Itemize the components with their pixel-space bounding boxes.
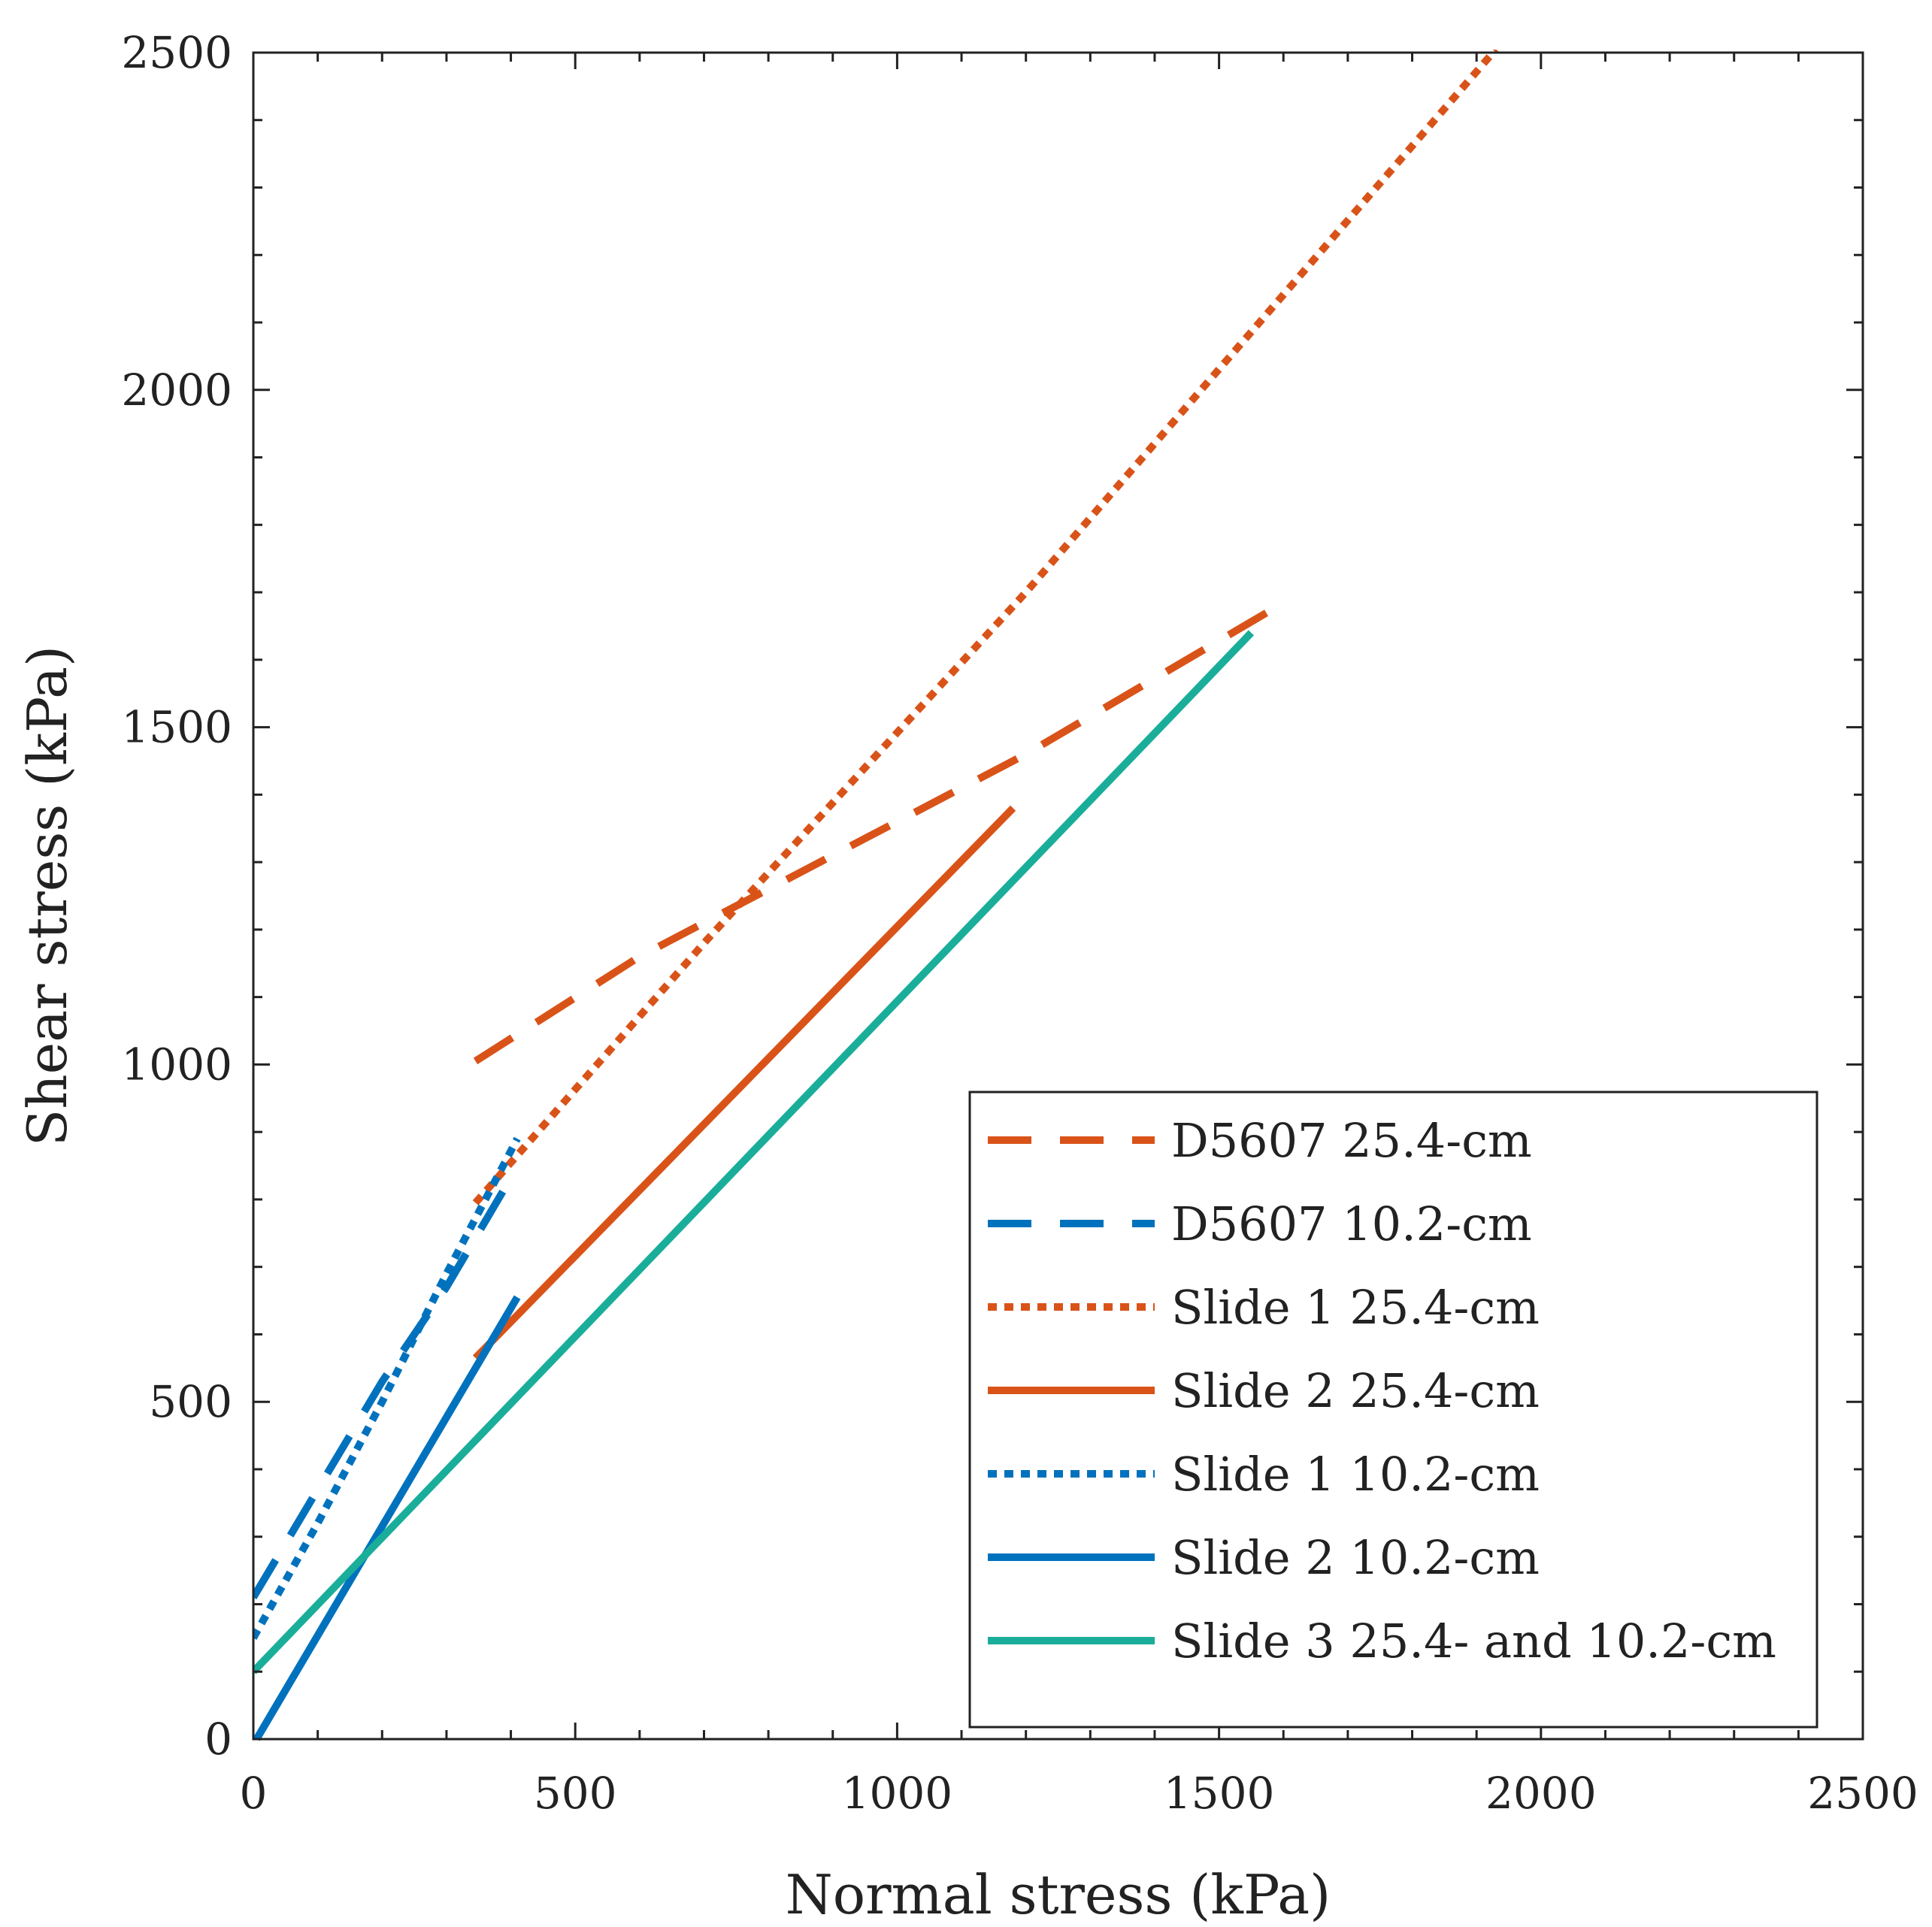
series-line-5 <box>253 1136 521 1640</box>
legend-label-4: Slide 2 25.4-cm <box>1171 1363 1540 1418</box>
x-tick-label: 2500 <box>1807 1768 1918 1819</box>
y-tick-label: 0 <box>204 1714 232 1765</box>
series-line-1 <box>473 595 1292 1065</box>
series-line-6 <box>253 1295 521 1741</box>
series-line-7 <box>253 630 1255 1674</box>
tick-layer: 0 500 1000 1500 2000 2500 0 500 1000 1500 2000 2500 <box>121 27 1918 1819</box>
legend-box <box>968 1091 1818 1729</box>
y-tick-label: 2500 <box>121 27 232 78</box>
y-axis-label: Shear stress (kPa) <box>16 646 79 1146</box>
x-tick-label: 2000 <box>1485 1768 1597 1819</box>
x-tick-label: 1500 <box>1164 1768 1275 1819</box>
legend-label-1: D5607 25.4-cm <box>1171 1113 1532 1168</box>
series-line-3 <box>472 50 1499 1206</box>
series-line-2 <box>253 1170 518 1600</box>
x-tick-label: 1000 <box>842 1768 953 1819</box>
x-axis-label: Normal stress (kPa) <box>786 1863 1331 1926</box>
legend-items: D5607 25.4-cm D5607 10.2-cm Slide 1 25.4-c… <box>988 1113 1776 1668</box>
legend: D5607 25.4-cm D5607 10.2-cm Slide 1 25.4-c… <box>968 1091 1818 1729</box>
legend-label-7: Slide 3 25.4- and 10.2-cm <box>1171 1614 1776 1668</box>
y-tick-label: 1000 <box>121 1039 232 1090</box>
legend-label-6: Slide 2 10.2-cm <box>1171 1530 1540 1585</box>
plot-frame <box>252 51 1864 1741</box>
y-tick-label: 2000 <box>121 365 232 416</box>
y-tick-label: 1500 <box>121 702 232 753</box>
x-tick-label: 500 <box>534 1768 617 1819</box>
legend-label-2: D5607 10.2-cm <box>1171 1196 1532 1251</box>
legend-label-5: Slide 1 10.2-cm <box>1171 1447 1540 1502</box>
x-tick-label: 0 <box>240 1768 268 1819</box>
y-tick-label: 500 <box>149 1376 232 1427</box>
series-layer <box>253 50 1499 1741</box>
series-line-4 <box>472 805 1016 1361</box>
legend-label-3: Slide 1 25.4-cm <box>1171 1280 1540 1335</box>
